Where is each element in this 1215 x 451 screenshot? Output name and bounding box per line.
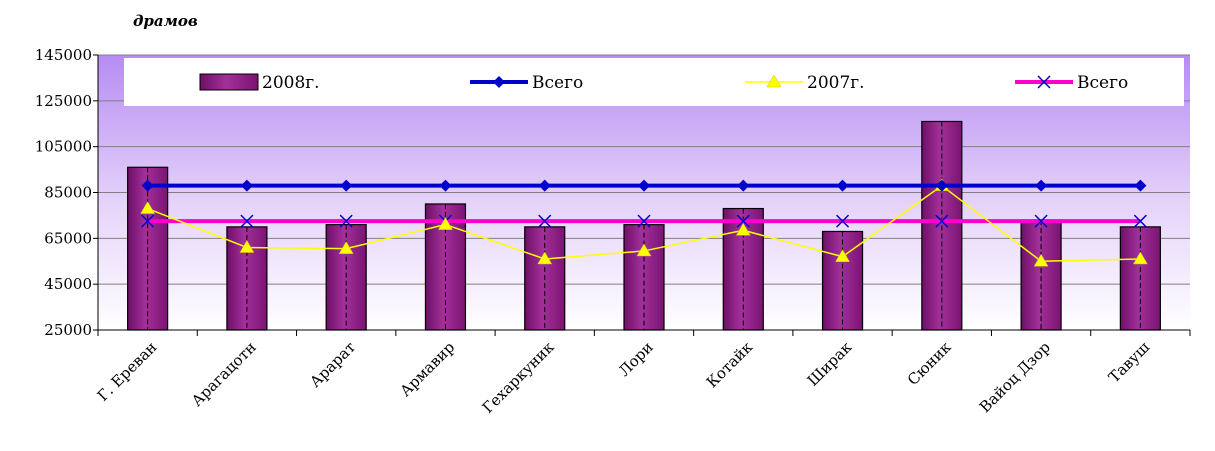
x-tick-label: Арарат bbox=[306, 338, 359, 391]
x-marker-stroke bbox=[1037, 75, 1051, 89]
x-tick-label: Лори bbox=[615, 338, 657, 380]
x-marker-stroke bbox=[736, 214, 750, 228]
legend-label: Всего bbox=[532, 73, 583, 93]
x-marker bbox=[935, 214, 949, 228]
x-marker-stroke bbox=[1034, 214, 1048, 228]
x-tick-label: Вайоц Дзор bbox=[976, 338, 1054, 416]
legend-label: 2008г. bbox=[262, 73, 320, 93]
diamond-marker bbox=[737, 179, 750, 192]
x-tick-label: Г. Ереван bbox=[94, 338, 161, 405]
x-marker bbox=[538, 214, 552, 228]
diamond-marker bbox=[340, 179, 353, 192]
legend-swatch bbox=[199, 73, 259, 91]
triangle-marker bbox=[1033, 253, 1049, 267]
x-marker bbox=[1133, 214, 1147, 228]
legend-marker bbox=[1037, 75, 1051, 89]
triangle-marker bbox=[438, 217, 453, 230]
legend-marker bbox=[493, 76, 505, 88]
y-tick-label: 125000 bbox=[35, 92, 92, 110]
diamond-marker bbox=[240, 179, 253, 192]
x-marker bbox=[637, 214, 651, 228]
y-tick-label: 145000 bbox=[35, 46, 92, 64]
x-marker bbox=[339, 214, 353, 228]
x-tick-label: Сюник bbox=[904, 338, 955, 389]
diamond-marker bbox=[439, 179, 452, 192]
y-tick-label: 85000 bbox=[44, 184, 92, 202]
legend-box bbox=[124, 58, 1184, 106]
triangle-marker bbox=[537, 251, 553, 265]
y-tick-label: 25000 bbox=[44, 321, 92, 339]
x-marker-stroke bbox=[836, 214, 850, 228]
legend-marker bbox=[766, 74, 782, 88]
x-marker-stroke bbox=[1133, 214, 1147, 228]
triangle-marker bbox=[239, 240, 255, 253]
x-marker-stroke bbox=[240, 214, 254, 228]
x-marker-stroke bbox=[339, 214, 353, 228]
unit-label: драмов bbox=[133, 12, 198, 30]
legend-label: 2007г. bbox=[807, 73, 865, 93]
diamond-marker bbox=[538, 179, 551, 192]
x-marker-stroke bbox=[538, 214, 552, 228]
x-tick-label: Армавир bbox=[396, 338, 458, 400]
x-marker bbox=[736, 214, 750, 228]
diamond-marker bbox=[638, 179, 650, 192]
diamond-marker bbox=[935, 179, 948, 192]
x-marker bbox=[1034, 214, 1048, 228]
triangle-marker bbox=[338, 241, 354, 254]
y-tick-label: 45000 bbox=[44, 275, 92, 293]
x-tick-label: Ширак bbox=[804, 338, 856, 390]
x-tick-label: Гехаркуник bbox=[479, 338, 558, 417]
y-tick-label: 65000 bbox=[44, 229, 92, 247]
y-tick-label: 105000 bbox=[35, 138, 92, 156]
diamond-marker bbox=[141, 179, 154, 192]
x-marker-stroke bbox=[141, 214, 155, 228]
diamond-marker bbox=[1134, 179, 1147, 192]
x-marker bbox=[836, 214, 850, 228]
triangle-marker bbox=[140, 201, 156, 214]
x-tick-label: Арагацотн bbox=[188, 338, 260, 410]
legend-label: Всего bbox=[1077, 73, 1128, 93]
triangle-marker bbox=[636, 243, 652, 257]
x-marker bbox=[240, 214, 254, 228]
triangle-marker bbox=[735, 222, 751, 236]
triangle-marker bbox=[1132, 251, 1148, 265]
triangle-marker bbox=[835, 249, 850, 262]
x-marker bbox=[141, 214, 155, 228]
x-tick-label: Тавуш bbox=[1105, 338, 1153, 386]
x-marker-stroke bbox=[935, 214, 949, 228]
x-marker-stroke bbox=[637, 214, 651, 228]
diamond-marker bbox=[1035, 179, 1048, 192]
diamond-marker bbox=[836, 179, 849, 192]
x-tick-label: Котайк bbox=[703, 338, 757, 392]
